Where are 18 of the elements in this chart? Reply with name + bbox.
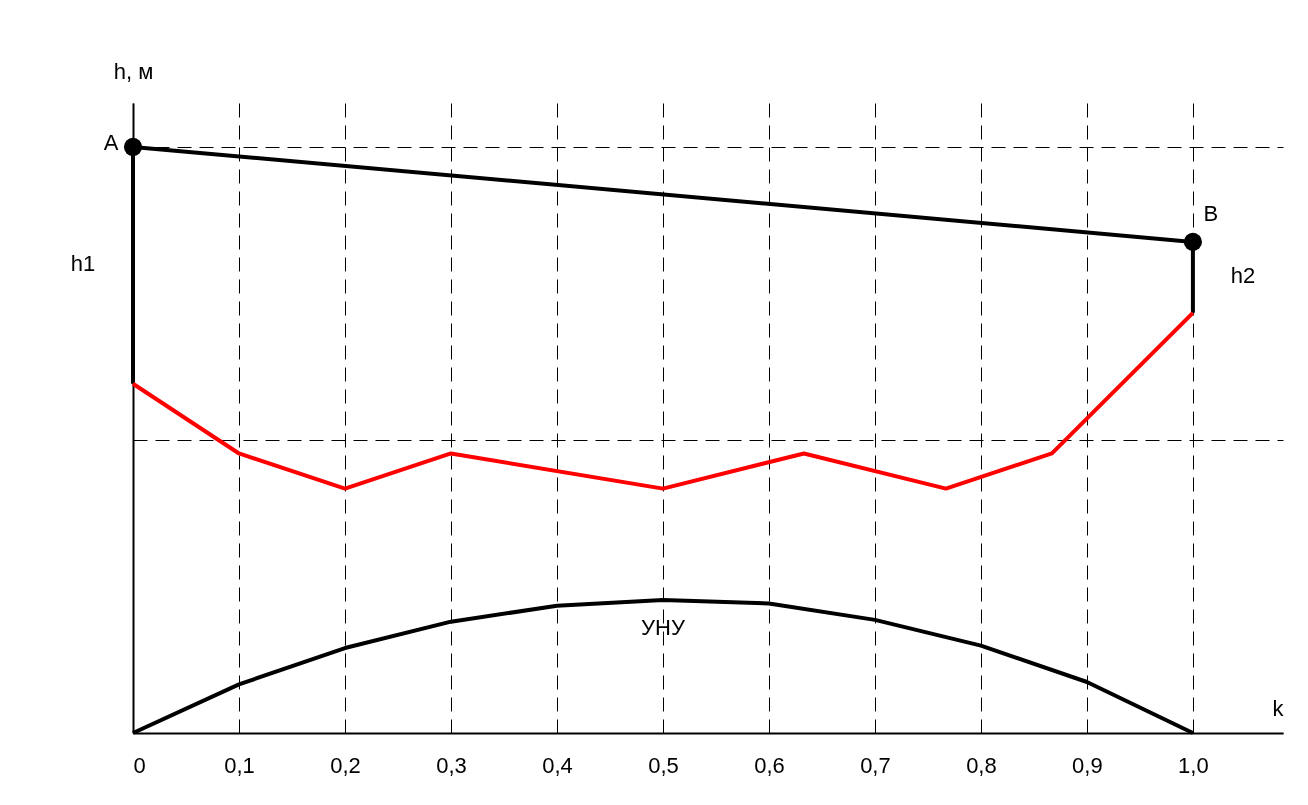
- x-tick-label: 0,8: [966, 752, 997, 778]
- annotation: h1: [70, 251, 96, 277]
- x-tick-label: 1,0: [1178, 752, 1209, 778]
- annotation: УНУ: [641, 614, 686, 640]
- x-tick-label: 0,2: [330, 752, 361, 778]
- y-axis-title: h, м: [113, 58, 154, 84]
- x-tick-label: 0,6: [754, 752, 785, 778]
- x-tick-label: 0: [133, 752, 146, 778]
- annotation: A: [103, 129, 119, 155]
- x-tick-label: 0,9: [1072, 752, 1103, 778]
- annotation: h2: [1230, 262, 1256, 288]
- x-axis-title: k: [1272, 695, 1285, 721]
- x-tick-label: 0,1: [224, 752, 255, 778]
- x-tick-label: 0,5: [648, 752, 679, 778]
- x-tick-label: 0,4: [542, 752, 573, 778]
- x-tick-label: 0,3: [436, 752, 467, 778]
- annotation: B: [1203, 200, 1219, 226]
- x-tick-label: 0,7: [860, 752, 891, 778]
